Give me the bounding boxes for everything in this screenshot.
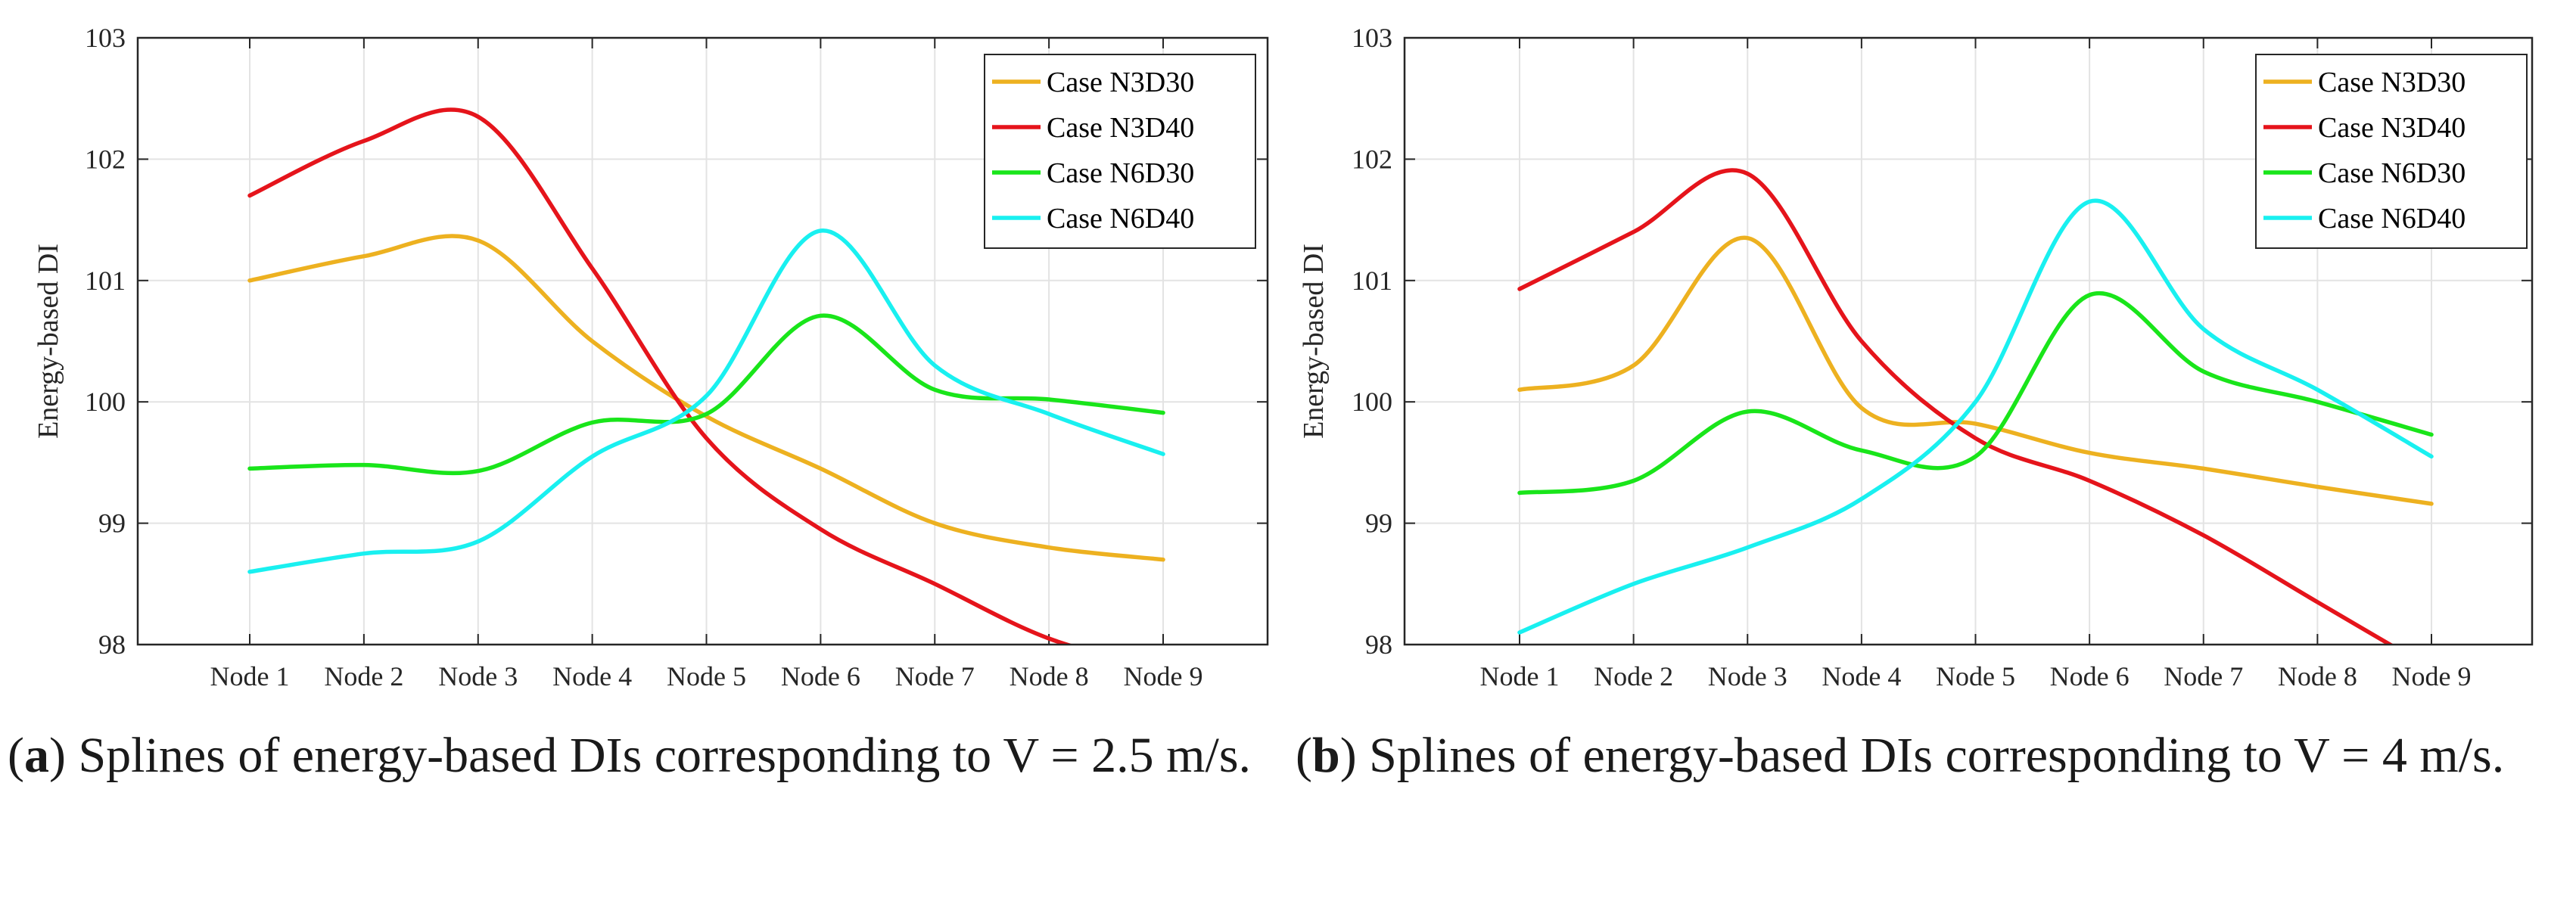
x-tick-label: Node 5 <box>1936 661 2015 691</box>
series-line-n6d40 <box>247 228 1165 574</box>
x-tick-label: Node 9 <box>2392 661 2472 691</box>
legend: Case N3D30 Case N3D40 Case N6D30 Case N6D40 <box>984 54 1256 249</box>
y-tick-label: 101 <box>85 266 126 296</box>
y-axis-label: Energy-based DI <box>33 244 64 439</box>
y-tick-label: 102 <box>1352 144 1392 174</box>
series-group <box>247 107 1165 645</box>
legend-label: Case N3D30 <box>1047 67 1194 98</box>
chart-panel-a: 98 99 100 101 102 103 Node 1 Node 2 Node 3 Node 4… <box>33 23 1269 691</box>
series-line-n6d40 <box>1517 198 2434 635</box>
y-tick-label: 103 <box>1352 23 1392 53</box>
x-tick-label: Node 6 <box>781 661 860 691</box>
x-tick-label: Node 5 <box>667 661 746 691</box>
axes-box <box>136 36 1269 646</box>
x-tick-label: Node 3 <box>1708 661 1787 691</box>
series-line-n6d30 <box>1517 291 2434 496</box>
x-tick-label: Node 9 <box>1124 661 1203 691</box>
y-tick-label: 98 <box>1365 629 1392 660</box>
series-line-n6d30 <box>247 313 1165 476</box>
y-tick-label: 98 <box>98 629 126 660</box>
x-tick-label: Node 7 <box>2164 661 2243 691</box>
legend-label: Case N6D30 <box>2318 157 2466 189</box>
legend-label: Case N3D30 <box>2318 67 2466 98</box>
x-tick-label: Node 2 <box>1594 661 1673 691</box>
x-tick-label: Node 2 <box>324 661 403 691</box>
legend-label: Case N6D40 <box>2318 203 2466 235</box>
x-tick-label: Node 4 <box>1822 661 1901 691</box>
x-tick-label: Node 6 <box>2050 661 2130 691</box>
y-tick-label: 103 <box>85 23 126 53</box>
caption-a: (a) Splines of energy-based DIs correspo… <box>8 728 1252 783</box>
chart-panel-b: 98 99 100 101 102 103 Node 1 Node 2 Node 3 Node 4… <box>1298 23 2534 691</box>
y-tick-label: 100 <box>1352 387 1392 417</box>
x-tick-label: Node 8 <box>1010 661 1089 691</box>
caption-a-label: a <box>23 728 49 783</box>
legend: Case N3D30 Case N3D40 Case N6D30 Case N6D40 <box>2255 54 2528 249</box>
series-line-n3d40 <box>1517 168 2394 645</box>
axes-box <box>1403 36 2534 646</box>
series-line-n3d30 <box>1517 235 2434 506</box>
y-tick-label: 100 <box>85 387 126 417</box>
caption-b-label: b <box>1311 728 1340 783</box>
caption-b-text: ) Splines of energy-based DIs correspond… <box>1339 728 2505 783</box>
legend-label: Case N3D40 <box>2318 112 2466 144</box>
legend-label: Case N6D30 <box>1047 157 1194 189</box>
x-tick-label: Node 4 <box>552 661 632 691</box>
legend-label: Case N6D40 <box>1047 203 1194 235</box>
y-tick-label: 99 <box>1365 508 1392 539</box>
y-tick-label: 102 <box>85 144 126 174</box>
legend-label: Case N3D40 <box>1047 112 1194 144</box>
y-tick-label: 99 <box>98 508 126 539</box>
x-tick-label: Node 1 <box>210 661 290 691</box>
x-tick-label: Node 1 <box>1480 661 1560 691</box>
caption-a-text: ) Splines of energy-based DIs correspond… <box>48 728 1252 783</box>
caption-b: (b) Splines of energy-based DIs correspo… <box>1296 728 2505 783</box>
x-tick-label: Node 8 <box>2278 661 2357 691</box>
y-axis-label: Energy-based DI <box>1298 244 1330 439</box>
y-tick-label: 101 <box>1352 266 1392 296</box>
series-group <box>1517 168 2434 645</box>
x-tick-label: Node 7 <box>895 661 975 691</box>
x-tick-label: Node 3 <box>438 661 518 691</box>
